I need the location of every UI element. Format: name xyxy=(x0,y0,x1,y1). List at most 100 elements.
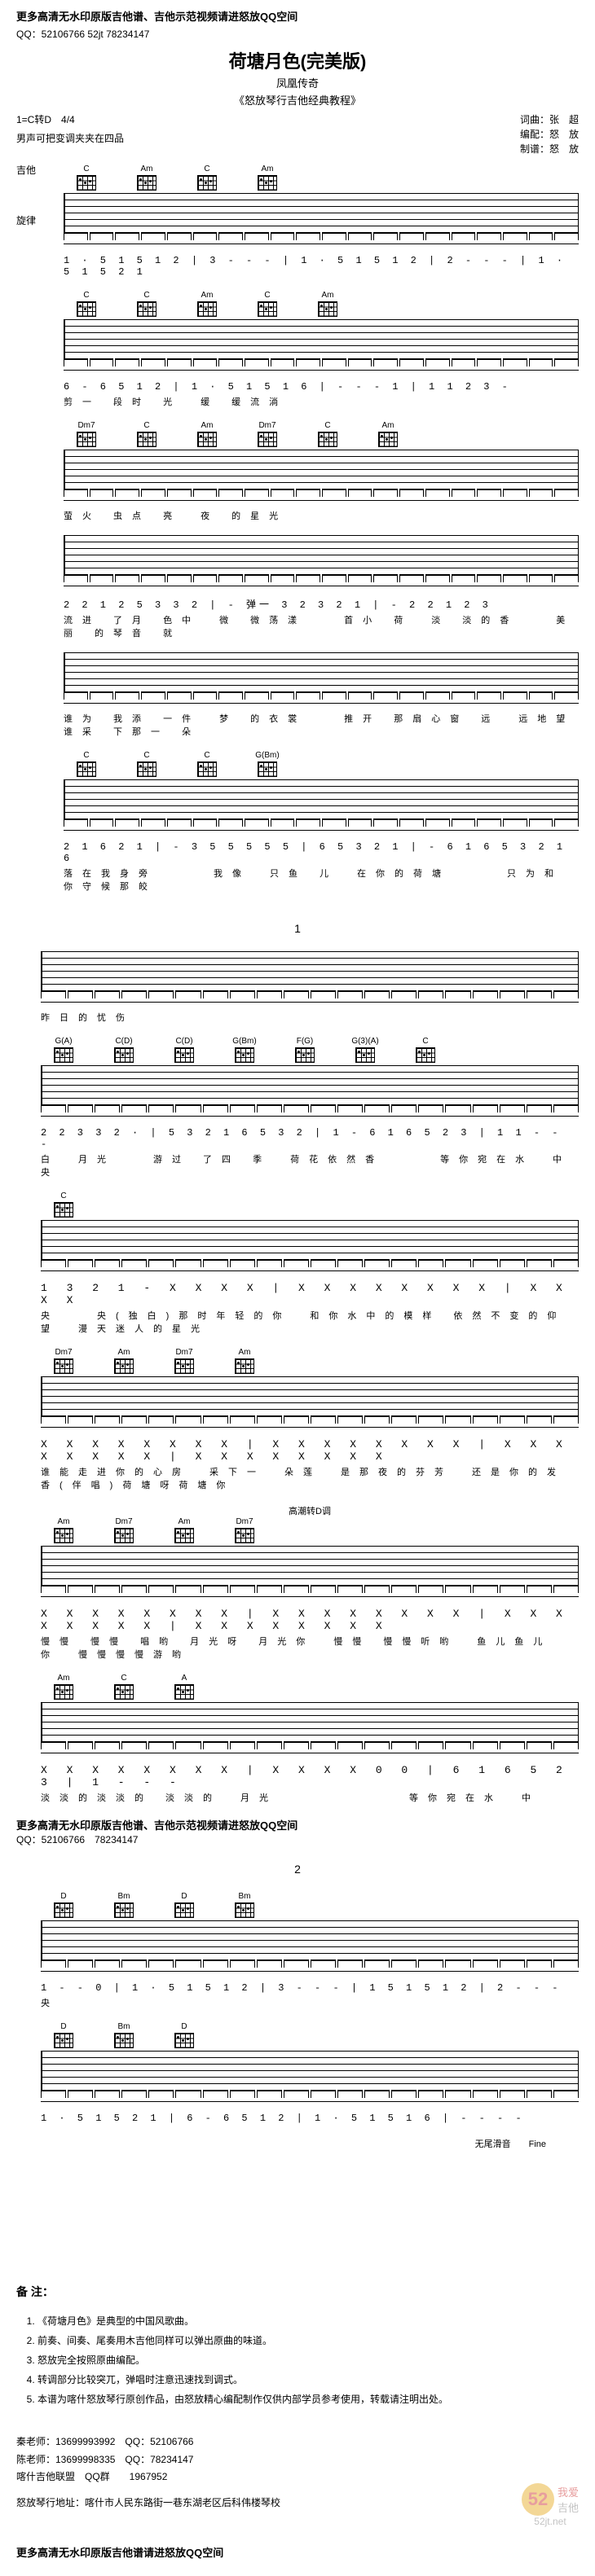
notes-title: 备 注： xyxy=(16,2280,579,2303)
header-qq: QQ：52106766 52jt 78234147 xyxy=(16,27,579,41)
chord-name: D xyxy=(181,1892,187,1901)
contact-teacher2: 陈老师：13699998335 QQ：78234147 xyxy=(16,2451,579,2469)
beam-row xyxy=(41,1104,579,1112)
chord: G(A) xyxy=(49,1037,78,1063)
tab-staff xyxy=(41,1065,579,1104)
label-melody: 旋律 xyxy=(16,215,39,228)
mid-qq: QQ：52106766 78234147 xyxy=(16,1832,579,1846)
chord: G(3)(A) xyxy=(350,1037,380,1063)
music-system: 谁为 我添 一件 梦 的衣裳 推开 那扇心窗 远 远地望 谁采 下那一 朵 xyxy=(39,652,579,738)
footer-text: 更多高清无水印原版吉他谱请进怒放QQ空间 xyxy=(16,2544,579,2560)
chord-diagram xyxy=(54,1047,73,1063)
chord-name: Am xyxy=(382,421,394,430)
contact-address: 怒放琴行地址：喀什市人民东路街一巷东湖老区后科伟楼琴校 xyxy=(16,2495,579,2512)
chord-diagram xyxy=(197,432,217,447)
chord: C xyxy=(109,1674,139,1700)
chord-diagram xyxy=(114,1047,134,1063)
chord-name: C xyxy=(143,291,149,300)
chord-name: Am xyxy=(141,165,153,173)
music-system: Dm7CAmDm7CAm萤火 虫点 亮 夜 的星光 xyxy=(39,421,579,522)
number-notation: 2 1 6 2 1 | - 3 5 5 5 5 5 | 6 5 3 2 1 | … xyxy=(64,841,579,864)
chord-row: CCAmCAm xyxy=(39,291,579,317)
music-system: CAmCAm1 · 5 1 5 1 2 | 3 - - - | 1 · 5 1 … xyxy=(39,165,579,278)
slide-note: 无尾滑音 xyxy=(475,2139,511,2149)
chord: C xyxy=(72,751,101,777)
chord: C xyxy=(132,291,161,317)
chord-diagram xyxy=(137,432,156,447)
chord-name: Am xyxy=(239,1348,251,1357)
chord: D xyxy=(170,2022,199,2048)
chord-name: Am xyxy=(178,1517,191,1526)
chord: Am xyxy=(373,421,403,447)
tab-staff xyxy=(64,450,579,489)
chord-diagram xyxy=(114,1528,134,1543)
chord: C xyxy=(72,291,101,317)
note-item: 怒放完全按照原曲编配。 xyxy=(37,2350,579,2370)
beam-row xyxy=(41,2090,579,2098)
chord: Am xyxy=(192,421,222,447)
tab-staff xyxy=(41,951,579,990)
mid-notice: 更多高清无水印原版吉他谱、吉他示范视频请进怒放QQ空间 xyxy=(16,1817,579,1832)
number-notation: X X X X X X X X | X X X X X X X X | X X … xyxy=(41,1608,579,1632)
number-notation: 2 2 3 3 2 · | 5 3 2 1 6 5 3 2 | 1 - 6 1 … xyxy=(41,1127,579,1150)
chord-diagram xyxy=(258,301,277,317)
tab-staff xyxy=(41,1920,579,1959)
chord-row: AmCA xyxy=(16,1674,579,1700)
chord: Dm7 xyxy=(49,1348,78,1374)
chord-name: C xyxy=(83,291,89,300)
chord-name: C xyxy=(264,291,270,300)
music-system: CCCG(Bm)2 1 6 2 1 | - 3 5 5 5 5 5 | 6 5 … xyxy=(39,751,579,893)
tab-staff xyxy=(41,1546,579,1585)
wm-url: 52jt.net xyxy=(522,2516,579,2527)
chord: G(Bm) xyxy=(230,1037,259,1063)
chord: C xyxy=(192,751,222,777)
chord: Am xyxy=(253,165,282,191)
chord-name: F(G) xyxy=(297,1037,314,1046)
lyrics: 剪一 段时 光 缓 缓流淌 xyxy=(64,395,579,408)
note-item: 转调部分比较突兀，弹唱时注意迅速找到调式。 xyxy=(37,2370,579,2389)
chord-diagram xyxy=(318,301,337,317)
chord-name: Dm7 xyxy=(115,1517,132,1526)
chord-name: Dm7 xyxy=(236,1517,253,1526)
chord-diagram xyxy=(114,1358,134,1374)
chord-name: G(Bm) xyxy=(255,751,279,760)
chord-name: Bm xyxy=(118,2022,130,2031)
track-labels: 吉他 旋律 xyxy=(16,165,39,906)
beam-row xyxy=(41,1259,579,1267)
melody-staff xyxy=(41,1116,579,1122)
chord: Am xyxy=(109,1348,139,1374)
chord-diagram xyxy=(174,2033,194,2048)
music-system: 2 2 1 2 5 3 3 2 | - 弹一 3 2 3 2 1 | - 2 2… xyxy=(39,535,579,639)
chord: Dm7 xyxy=(230,1517,259,1543)
melody-staff xyxy=(41,1002,579,1008)
melody-staff xyxy=(64,703,579,709)
chord: Am xyxy=(192,291,222,317)
beam-row xyxy=(41,1415,579,1424)
modulation-note: 高潮转D调 xyxy=(41,1504,579,1517)
music-system: CCAmCAm6 - 6 5 1 2 | 1 · 5 1 5 1 6 | - -… xyxy=(39,291,579,408)
chord-row: CAmCAm xyxy=(39,165,579,191)
number-notation: 6 - 6 5 1 2 | 1 · 5 1 5 1 6 | - - - 1 | … xyxy=(64,381,579,393)
chord-diagram xyxy=(235,1047,254,1063)
wm-love: 我爱 xyxy=(558,2484,579,2499)
melody-staff xyxy=(64,244,579,250)
chord: D xyxy=(170,1892,199,1918)
melody-staff xyxy=(64,830,579,836)
chord-diagram xyxy=(258,761,277,777)
chord-row: Am Dm7 Am Dm7 xyxy=(16,1517,579,1543)
note-item: 前奏、间奏、尾奏用木吉他同样可以弹出原曲的味道。 xyxy=(37,2331,579,2350)
music-system: 昨日的忧伤 xyxy=(16,951,579,1024)
beam-row xyxy=(41,1585,579,1593)
chord-name: Am xyxy=(58,1517,70,1526)
chord-name: Dm7 xyxy=(55,1348,72,1357)
tab-staff xyxy=(41,1702,579,1741)
music-system: DBmDBm1 - - 0 | 1 · 5 1 5 1 2 | 3 - - - … xyxy=(16,1892,579,2009)
chord-diagram xyxy=(174,1902,194,1918)
wm-guitar: 吉他 xyxy=(558,2499,579,2515)
chord-diagram xyxy=(54,2033,73,2048)
page-number-1: 1 xyxy=(16,922,579,935)
tab-staff xyxy=(64,319,579,358)
chord-diagram xyxy=(174,1684,194,1700)
number-notation: X X X X X X X X | X X X X X X X X | X X … xyxy=(41,1438,579,1463)
chord-row: CCCG(Bm) xyxy=(39,751,579,777)
